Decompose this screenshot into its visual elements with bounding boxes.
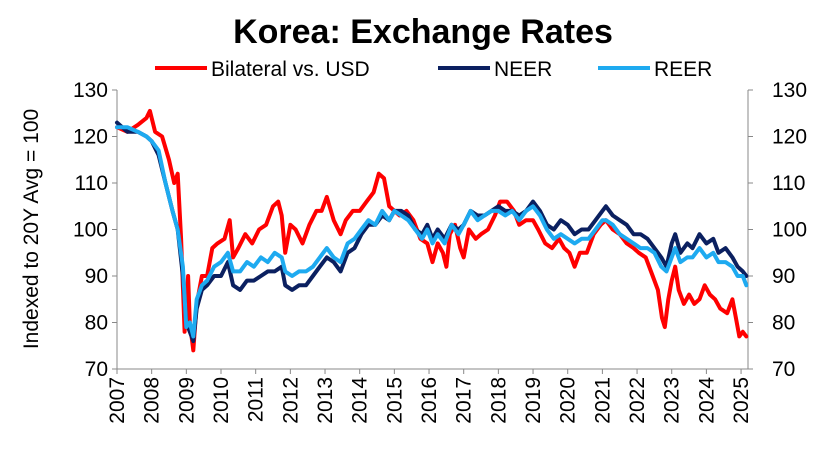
y-axis-label: Indexed to 20Y Avg = 100 bbox=[20, 109, 43, 349]
x-tick-label: 2015 bbox=[383, 377, 406, 424]
y-tick-label-left: 100 bbox=[73, 219, 108, 242]
x-tick-label: 2022 bbox=[626, 377, 649, 424]
x-tick-label: 2024 bbox=[695, 377, 718, 424]
axes bbox=[116, 90, 749, 370]
y-tick-label-right: 90 bbox=[772, 265, 795, 288]
legend-label: Bilateral vs. USD bbox=[211, 58, 370, 81]
y-ticks-left: 70 80 90 100 110 120 130 bbox=[73, 79, 117, 381]
y-tick-label-left: 110 bbox=[75, 172, 108, 195]
y-tick-label-right: 70 bbox=[772, 358, 795, 381]
x-tick-label: 2009 bbox=[175, 377, 198, 424]
y-tick-label-right: 130 bbox=[772, 79, 807, 102]
x-tick-label: 2014 bbox=[349, 377, 372, 424]
y-tick-label-right: 80 bbox=[772, 312, 795, 335]
x-ticks: 2007 2008 2009 2010 2011 2012 2013 2014 2015 2016… bbox=[106, 369, 753, 424]
y-tick-label-right: 100 bbox=[772, 219, 807, 242]
y-ticks-right: 70 80 90 100 110 120 130 bbox=[748, 79, 807, 381]
legend-label: NEER bbox=[494, 58, 552, 81]
x-tick-label: 2025 bbox=[730, 377, 753, 424]
y-tick-label-left: 90 bbox=[85, 265, 108, 288]
x-tick-label: 2013 bbox=[314, 377, 337, 424]
series-line-reer bbox=[115, 125, 749, 339]
x-tick-label: 2016 bbox=[418, 377, 441, 424]
legend: Bilateral vs. USD NEER REER bbox=[155, 58, 712, 81]
x-tick-label: 2010 bbox=[210, 377, 233, 424]
y-tick-label-left: 70 bbox=[85, 358, 108, 381]
y-tick-label-left: 80 bbox=[85, 312, 108, 335]
y-tick-label-right: 120 bbox=[772, 126, 807, 149]
chart-title: Korea: Exchange Rates bbox=[233, 13, 613, 51]
series-line-neer bbox=[115, 120, 749, 344]
x-tick-label: 2008 bbox=[141, 377, 164, 424]
x-tick-label: 2017 bbox=[453, 377, 476, 424]
y-tick-label-left: 120 bbox=[73, 126, 108, 149]
x-tick-label: 2023 bbox=[661, 377, 684, 424]
y-tick-label-left: 130 bbox=[73, 79, 108, 102]
x-tick-label: 2012 bbox=[279, 377, 302, 424]
x-tick-label: 2021 bbox=[591, 377, 614, 424]
series-line-bilateral-vs-usd bbox=[115, 108, 749, 353]
series-lines bbox=[115, 108, 749, 353]
legend-label: REER bbox=[654, 58, 712, 81]
y-tick-label-right: 110 bbox=[772, 172, 805, 195]
x-tick-label: 2011 bbox=[245, 377, 268, 422]
x-tick-label: 2020 bbox=[557, 377, 580, 424]
x-tick-label: 2007 bbox=[106, 377, 129, 424]
x-tick-label: 2019 bbox=[522, 377, 545, 424]
x-tick-label: 2018 bbox=[487, 377, 510, 424]
